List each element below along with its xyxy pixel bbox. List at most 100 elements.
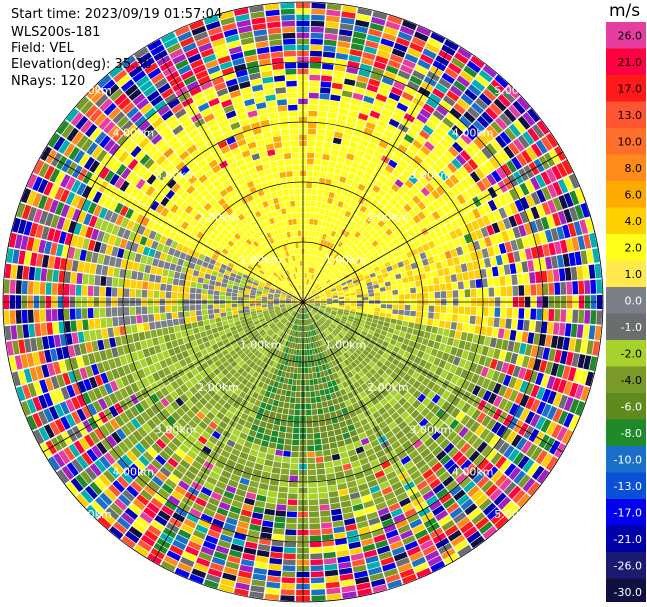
radar-gate [495, 360, 504, 372]
radar-gate [364, 356, 371, 364]
radar-gate [325, 178, 332, 186]
radar-gate [359, 352, 367, 360]
radar-gate [233, 379, 241, 387]
radar-gate [59, 401, 70, 415]
radar-gate [276, 388, 282, 395]
radar-gate [348, 284, 355, 289]
radar-gate [30, 337, 38, 352]
radar-gate [271, 374, 277, 381]
radar-gate [238, 313, 245, 318]
radar-gate [490, 121, 503, 134]
radar-gate [398, 435, 409, 445]
radar-gate [33, 309, 40, 323]
radar-gate [495, 232, 504, 244]
radar-gate [344, 197, 352, 205]
radar-gate [111, 347, 119, 358]
radar-gate [349, 313, 355, 317]
radar-gate [226, 346, 234, 353]
radar-gate [202, 540, 217, 551]
radar-gate [349, 310, 356, 315]
radar-gate [342, 591, 357, 599]
radar-gate [214, 402, 223, 411]
radar-gate [492, 382, 502, 395]
radar-gate [61, 465, 75, 480]
radar-gate [508, 215, 518, 228]
radar-gate [436, 387, 446, 397]
radar-gate [362, 306, 369, 311]
radar-gate [386, 295, 393, 300]
radar-gate [207, 309, 214, 315]
radar-gate [517, 273, 524, 285]
radar-gate [321, 351, 326, 358]
radar-gate [281, 389, 287, 396]
radar-gate [320, 87, 331, 94]
radar-gate [293, 427, 300, 434]
radar-gate [378, 140, 389, 149]
radar-gate [207, 334, 215, 341]
radar-gate [244, 339, 251, 346]
radar-gate [303, 307, 305, 314]
radar-gate [265, 317, 272, 322]
radar-gate [342, 133, 352, 141]
radar-gate [335, 271, 341, 277]
radar-gate [345, 322, 352, 328]
radar-gate [309, 529, 321, 536]
radar-gate [456, 455, 468, 467]
radar-gate [378, 406, 387, 415]
radar-gate [398, 397, 407, 406]
radar-gate [362, 339, 369, 346]
radar-gate [454, 366, 463, 377]
radar-gate [250, 424, 259, 432]
radar-gate [444, 321, 452, 329]
radar-gate [548, 348, 556, 362]
radar-gate [409, 551, 424, 562]
radar-gate [297, 325, 300, 332]
radar-gate [432, 147, 443, 158]
radar-gate [313, 268, 317, 275]
radar-gate [571, 353, 580, 367]
radar-gate [4, 263, 12, 279]
radar-gate [196, 315, 203, 322]
radar-gate [184, 390, 194, 399]
radar-gate [513, 119, 526, 134]
radar-gate [247, 351, 254, 358]
radar-gate [147, 524, 162, 537]
radar-gate [369, 190, 378, 198]
radar-gate [309, 56, 322, 63]
radar-gate [250, 585, 265, 593]
radar-gate [237, 297, 244, 301]
radar-gate [166, 284, 173, 292]
radar-gate [292, 355, 296, 361]
radar-gate [79, 343, 87, 355]
radar-gate [363, 127, 374, 136]
radar-gate [358, 526, 371, 535]
radar-gate [222, 572, 237, 582]
radar-gate [283, 547, 296, 554]
radar-gate [398, 420, 408, 430]
radar-gate [310, 255, 314, 262]
radar-gate [208, 421, 218, 430]
radar-gate [173, 325, 181, 333]
radar-gate [430, 32, 446, 44]
radar-gate [80, 489, 94, 504]
radar-gate [242, 553, 256, 561]
radar-gate [319, 280, 325, 286]
radar-gate [205, 329, 213, 336]
radar-gate [504, 351, 513, 363]
radar-gate [308, 230, 313, 237]
radar-gate [349, 49, 363, 57]
radar-gate [264, 314, 270, 318]
radar-gate [256, 309, 263, 313]
radar-gate [322, 540, 335, 547]
radar-gate [148, 431, 159, 442]
radar-gate [332, 398, 339, 405]
radar-gate [395, 75, 409, 86]
radar-gate [135, 379, 145, 390]
radar-gate [286, 427, 293, 433]
radar-gate [205, 502, 218, 512]
radar-gate [196, 557, 211, 567]
radar-gate [309, 280, 313, 286]
radar-gate [333, 526, 345, 534]
radar-gate [368, 303, 375, 308]
radar-gate [156, 267, 163, 276]
